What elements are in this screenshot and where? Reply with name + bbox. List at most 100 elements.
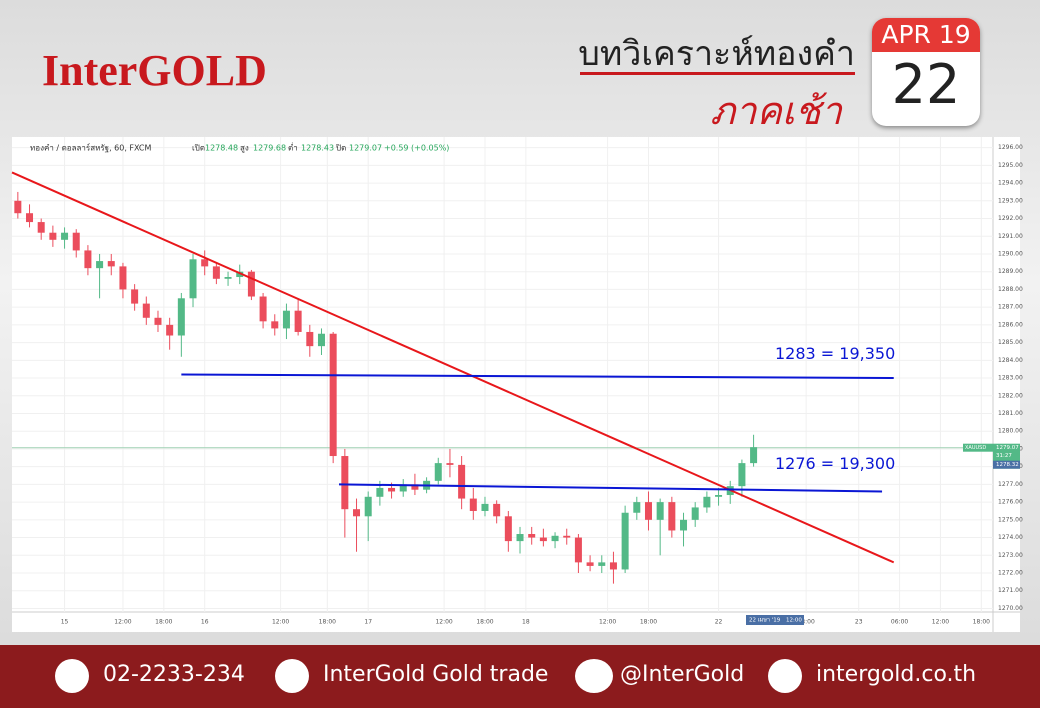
- candle-body: [738, 463, 746, 487]
- x-tick-label: 18:00: [476, 619, 493, 626]
- line-id: @InterGold: [620, 662, 745, 687]
- y-tick-label: 1288.00: [998, 286, 1023, 293]
- candle-body: [668, 502, 676, 531]
- y-tick-label: 1285.00: [998, 339, 1023, 346]
- candle-body: [236, 271, 244, 278]
- candle-body: [212, 266, 220, 279]
- line-icon: [575, 659, 613, 693]
- y-tick-label: 1282.00: [998, 392, 1023, 399]
- candle-body: [551, 535, 559, 542]
- candle-body: [644, 502, 652, 520]
- ohlc-label: เปิด: [192, 144, 205, 153]
- candle-body: [14, 200, 22, 214]
- y-tick-label: 1276.00: [998, 499, 1023, 506]
- candle-body: [119, 266, 127, 290]
- y-tick-label: 1287.00: [998, 304, 1023, 311]
- y-tick-label: 1270.00: [998, 605, 1023, 612]
- candle-body: [750, 447, 758, 464]
- candle-body: [317, 333, 325, 347]
- candle-body: [539, 537, 547, 542]
- x-tick-label: 12:00: [932, 619, 949, 626]
- ohlc-value: 1278.43: [301, 144, 334, 153]
- candle-body: [247, 271, 255, 297]
- tag-bg: [963, 443, 993, 452]
- y-tick-label: 1272.00: [998, 570, 1023, 577]
- candle-body: [621, 512, 629, 570]
- y-tick-label: 1294.00: [998, 180, 1023, 187]
- y-tick-label: 1292.00: [998, 215, 1023, 222]
- candle-body: [166, 324, 174, 336]
- symbol: ทองคำ / ดอลลาร์สหรัฐ, 60, FXCM: [30, 143, 152, 153]
- candle-body: [294, 310, 302, 332]
- candle-body: [364, 496, 372, 517]
- candle-body: [189, 259, 197, 299]
- trend-line: [338, 483, 883, 493]
- y-tick-label: 1291.00: [998, 233, 1023, 240]
- candle-body: [586, 562, 594, 566]
- tag-value: 1279.07: [996, 445, 1019, 451]
- phone-icon: [55, 659, 89, 693]
- candle-body: [61, 232, 69, 240]
- ohlc-label: สูง: [240, 144, 249, 154]
- x-tick-label: 12:00: [435, 619, 452, 626]
- candle-body: [656, 502, 664, 520]
- x-tick-label: 06:00: [891, 619, 908, 626]
- facebook: InterGold Gold trade: [323, 662, 549, 687]
- line-label: 1283 = 19,350: [775, 344, 895, 363]
- candle-body: [481, 503, 489, 511]
- x-tick-label: 18:00: [797, 619, 814, 626]
- candle-body: [49, 232, 57, 240]
- footer: 02-2233-234 InterGold Gold trade @InterG…: [0, 645, 1040, 708]
- candle-body: [609, 562, 617, 570]
- y-tick-label: 1283.00: [998, 375, 1023, 382]
- title: บทวิเคราะห์ทองคำ: [578, 34, 855, 74]
- candle-body: [353, 509, 361, 517]
- candle-body: [703, 496, 711, 508]
- candle-body: [633, 502, 641, 513]
- x-tick-label: 12:00: [114, 619, 131, 626]
- candle-body: [201, 259, 209, 267]
- candle-body: [574, 537, 582, 563]
- candle-body: [329, 333, 337, 457]
- candle-body: [26, 213, 34, 223]
- y-tick-label: 1284.00: [998, 357, 1023, 364]
- x-tag: 12:00: [786, 618, 802, 624]
- candle-body: [306, 331, 314, 347]
- candle-body: [154, 317, 162, 325]
- candle-body: [177, 298, 185, 336]
- ohlc-value: 1279.07: [349, 144, 382, 153]
- x-tick-label: 17: [364, 619, 372, 626]
- y-tick-label: 1290.00: [998, 250, 1023, 257]
- calendar: APR 19 22: [872, 18, 980, 126]
- candle-body: [411, 484, 419, 490]
- x-tick-label: 18:00: [973, 619, 990, 626]
- candle-body: [691, 507, 699, 520]
- ohlc-value: 1278.48: [205, 144, 238, 153]
- ohlc-value: 1279.68: [253, 144, 286, 153]
- y-tick-label: 1281.00: [998, 410, 1023, 417]
- candle-body: [399, 484, 407, 492]
- ohlc-label: ต่ำ: [288, 142, 298, 153]
- calendar-day: 22: [891, 53, 961, 116]
- tag-bid: 1278.32: [996, 462, 1019, 468]
- candle-body: [563, 535, 571, 538]
- y-tick-label: 1275.00: [998, 516, 1023, 523]
- y-tick-label: 1277.00: [998, 481, 1023, 488]
- tag-name: XAUUSD: [965, 445, 986, 451]
- x-tag-bg: [746, 615, 804, 625]
- web-icon: [768, 659, 802, 693]
- candle-body: [271, 321, 279, 329]
- candle-body: [84, 250, 92, 269]
- subtitle: ภาคเช้า: [710, 89, 842, 133]
- brand: InterGOLD: [42, 46, 267, 95]
- candle-body: [131, 289, 139, 304]
- candle-body: [528, 534, 536, 538]
- chart: 1270.00 1271.00 1272.00 1273.00 1274.00 1275.…: [11, 137, 1023, 632]
- candle-body: [458, 464, 466, 499]
- divider: [580, 72, 855, 75]
- tag-bg: [993, 460, 1020, 469]
- candle-body: [37, 222, 45, 233]
- calendar-month: APR 19: [872, 18, 980, 52]
- chart-panel: [12, 137, 1020, 632]
